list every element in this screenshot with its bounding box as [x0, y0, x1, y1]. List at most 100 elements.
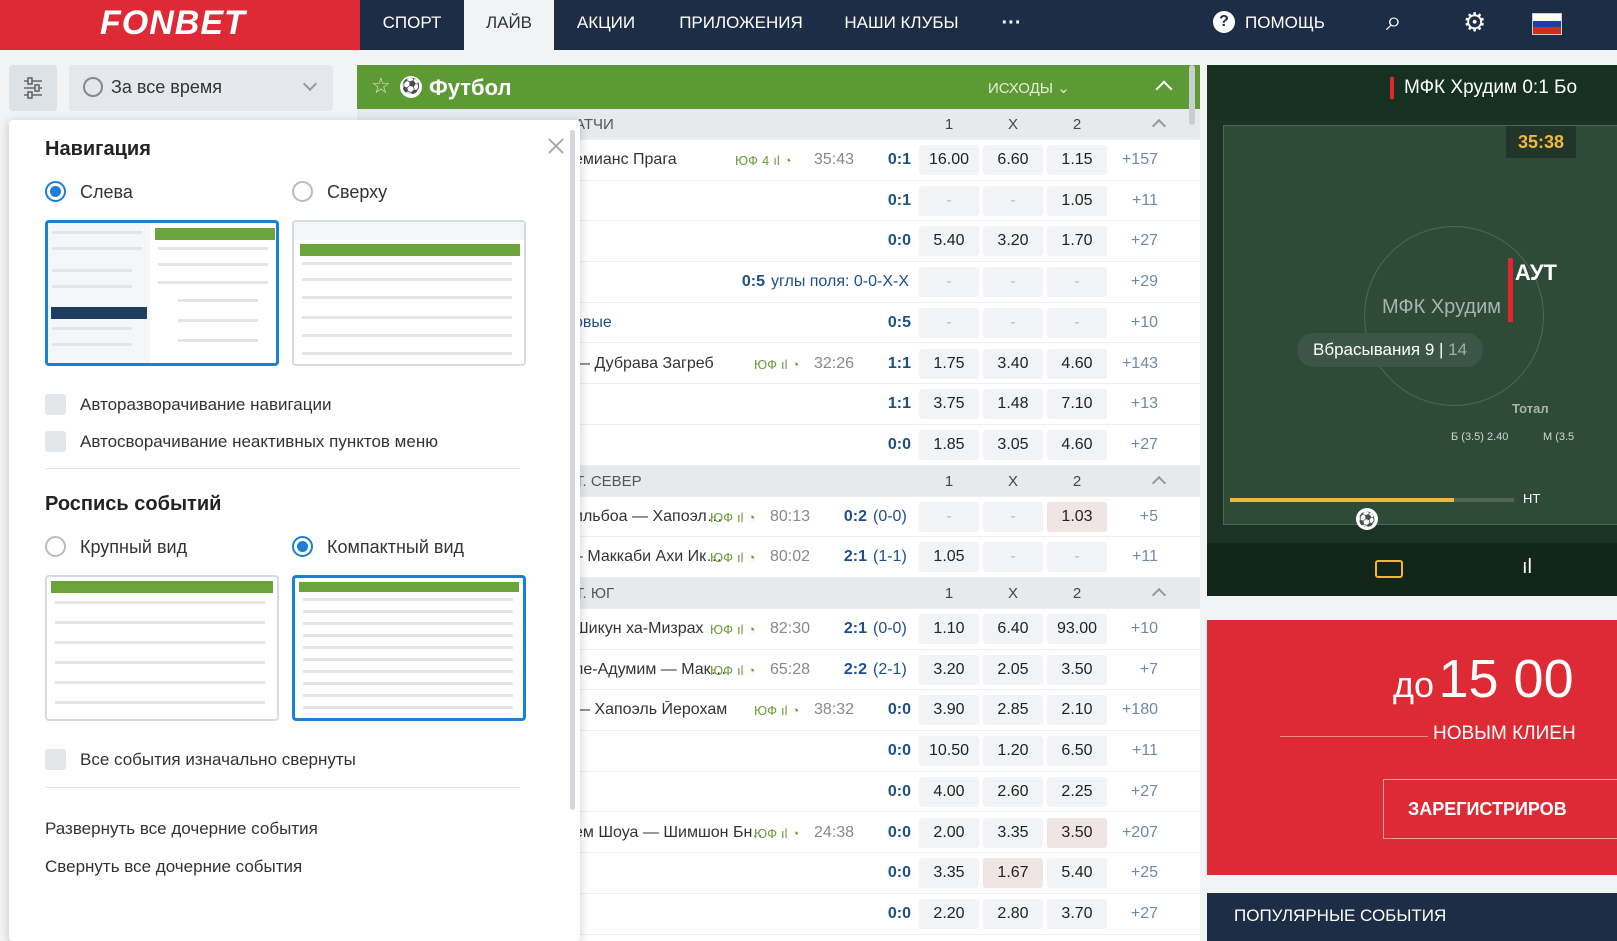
odds-2[interactable]: 6.50 [1047, 736, 1107, 767]
favorite-star-icon[interactable]: ☆ [371, 73, 391, 98]
event-row[interactable]: — Хапоэль Йерохам 0:0 38:32 ЮФ ıl ◔ 3.90 2.85 2.… [357, 690, 1200, 732]
popular-events-header[interactable]: ПОПУЛЯРНЫЕ СОБЫТИЯ [1207, 893, 1617, 941]
odds-x[interactable]: - [983, 267, 1043, 298]
odds-x[interactable]: 2.05 [983, 654, 1043, 685]
odds-1[interactable]: 3.35 [919, 858, 979, 889]
nav-left-radio[interactable] [45, 181, 66, 202]
collapse-children-link[interactable]: Свернуть все дочерние события [45, 857, 303, 876]
odds-1[interactable]: - [919, 307, 979, 338]
odds-x[interactable]: 1.20 [983, 736, 1043, 767]
odds-2[interactable]: 3.50 [1047, 817, 1107, 848]
event-row[interactable]: углы поля: 0-0-X-X 0:5- - - +29 [357, 262, 1200, 303]
event-row[interactable]: 0:0 5.40 3.20 1.70 +27 [357, 221, 1200, 263]
total-under-odd[interactable]: М (3.5 [1543, 431, 1575, 443]
event-row[interactable]: 0:0 10.50 1.20 6.50 +11 [357, 731, 1200, 772]
event-row[interactable]: 0:0 3.35 1.67 5.40 +25 [357, 853, 1200, 894]
compact-view-label[interactable]: Компактный вид [327, 537, 465, 557]
events-scrollbar[interactable] [1189, 65, 1195, 125]
match-title[interactable]: МФК Хрудим 0:1 Бо [1390, 77, 1577, 99]
auto-collapse-checkbox[interactable] [45, 431, 66, 452]
period-select[interactable]: За все время [69, 65, 333, 111]
event-row[interactable]: Шикун ха-Мизрах (0-0) 2:1 82:30 ЮФ ıl ◔ 1.10 6.4… [357, 609, 1200, 650]
search-icon[interactable]: ⌕ [1386, 5, 1402, 36]
nav-top-label[interactable]: Сверху [327, 182, 388, 202]
more-markets-count[interactable]: +157 [1121, 151, 1158, 168]
more-markets-count[interactable]: +207 [1121, 823, 1158, 841]
more-markets-count[interactable]: +180 [1121, 701, 1158, 719]
odds-2[interactable]: 2.25 [1047, 776, 1107, 807]
odds-2[interactable]: 2.10 [1047, 695, 1107, 726]
nav-left-label[interactable]: Слева [80, 182, 133, 202]
more-menu-button[interactable]: ··· [1001, 12, 1022, 34]
odds-2[interactable]: 1.05 [1047, 185, 1107, 216]
event-name[interactable]: ильбоа — Хапоэл… [574, 507, 723, 525]
odds-1[interactable]: - [919, 501, 979, 532]
odds-x[interactable]: 1.67 [983, 858, 1043, 889]
odds-x[interactable]: - [983, 185, 1043, 216]
nav-top-preview[interactable] [292, 220, 526, 366]
odds-2[interactable]: 93.00 [1047, 614, 1107, 644]
event-row[interactable]: 0:0 1.85 3.05 4.60 +27 [357, 425, 1200, 466]
tab-live[interactable]: ЛАЙВ [464, 0, 554, 50]
help-link[interactable]: ? ПОМОЩЬ [1213, 0, 1325, 50]
odds-x[interactable]: 2.60 [983, 776, 1043, 807]
odds-2[interactable]: 1.15 [1047, 145, 1107, 175]
tab-apps[interactable]: ПРИЛОЖЕНИЯ [679, 13, 803, 32]
odds-2[interactable]: 7.10 [1047, 389, 1107, 420]
event-name[interactable]: ле-Адумим — Мак… [574, 660, 727, 678]
event-row[interactable]: 0:0 2.20 2.80 3.70 +27 [357, 894, 1200, 935]
outcomes-dropdown[interactable]: ИСХОДЫ ⌄ [988, 79, 1070, 97]
odds-x[interactable]: 3.40 [983, 348, 1043, 379]
odds-x[interactable]: - [983, 307, 1043, 338]
odds-1[interactable]: - [919, 267, 979, 298]
odds-2[interactable]: - [1047, 542, 1107, 573]
odds-1[interactable]: 10.50 [919, 736, 979, 767]
odds-x[interactable]: 1.48 [983, 389, 1043, 420]
odds-x[interactable]: 6.60 [983, 145, 1043, 175]
auto-expand-checkbox[interactable] [45, 394, 66, 415]
event-row[interactable]: – Маккаби Ахи Ик… (1-1) 2:1 80:02 ЮФ ıl ◔ 1.05-… [357, 537, 1200, 578]
more-markets-count[interactable]: +5 [1139, 507, 1158, 525]
more-markets-count[interactable]: +27 [1130, 782, 1158, 800]
odds-2[interactable]: - [1047, 307, 1107, 338]
more-markets-count[interactable]: +10 [1130, 620, 1158, 637]
odds-2[interactable]: 3.70 [1047, 898, 1107, 929]
event-row[interactable]: ем Шоуа — Шимшон Бн… 0:0 24:38 ЮФ ıl ◔ 2.00 3.3… [357, 813, 1200, 854]
auto-collapse-label[interactable]: Автосворачивание неактивных пунктов меню [80, 432, 438, 451]
panel-scrollbar[interactable] [570, 130, 575, 810]
event-row[interactable]: емианс Прага 0:1 35:43 ЮФ 4 ıl ◔ 16.00 6.60 1.15 +… [357, 140, 1200, 181]
more-markets-count[interactable]: +143 [1121, 354, 1158, 372]
more-markets-count[interactable]: +11 [1132, 191, 1158, 209]
odds-2[interactable]: 5.40 [1047, 858, 1107, 889]
more-markets-count[interactable]: +27 [1130, 435, 1158, 453]
large-view-radio[interactable] [45, 536, 66, 557]
odds-1[interactable]: 1.75 [919, 348, 979, 379]
auto-expand-label[interactable]: Авторазворачивание навигации [80, 395, 332, 414]
collapse-chevron-icon[interactable] [1155, 80, 1173, 98]
odds-1[interactable]: 16.00 [919, 145, 979, 175]
nav-top-radio[interactable] [292, 181, 313, 202]
all-collapsed-checkbox[interactable] [45, 749, 66, 770]
more-markets-count[interactable]: +27 [1130, 904, 1158, 922]
more-markets-count[interactable]: +11 [1132, 742, 1158, 760]
odds-x[interactable]: - [983, 542, 1043, 573]
filter-settings-button[interactable] [9, 65, 57, 111]
event-name[interactable]: – Маккаби Ахи Ик… [574, 548, 723, 566]
odds-1[interactable]: 1.85 [919, 429, 979, 460]
odds-x[interactable]: 3.20 [983, 226, 1043, 257]
settings-gear-icon[interactable]: ⚙ [1463, 7, 1487, 37]
fonbet-logo[interactable]: FONBET [0, 0, 360, 50]
event-name[interactable]: Шикун ха-Мизрах [574, 620, 704, 637]
collapse-chevron-icon[interactable] [1151, 475, 1167, 490]
odds-1[interactable]: 3.20 [919, 654, 979, 685]
event-name[interactable]: емианс Прага [574, 151, 677, 168]
event-row[interactable]: овые 0:5- - - +10 [357, 303, 1200, 344]
odds-1[interactable]: 5.40 [919, 226, 979, 257]
field-view-icon[interactable] [1375, 560, 1403, 578]
tab-our-clubs[interactable]: НАШИ КЛУБЫ [844, 13, 959, 32]
odds-2[interactable]: 1.03 [1047, 501, 1107, 532]
tab-sport[interactable]: СПОРТ [382, 13, 442, 32]
odds-2[interactable]: 4.60 [1047, 348, 1107, 379]
expand-children-link[interactable]: Развернуть все дочерние события [45, 819, 318, 838]
odds-1[interactable]: 1.05 [919, 542, 979, 573]
